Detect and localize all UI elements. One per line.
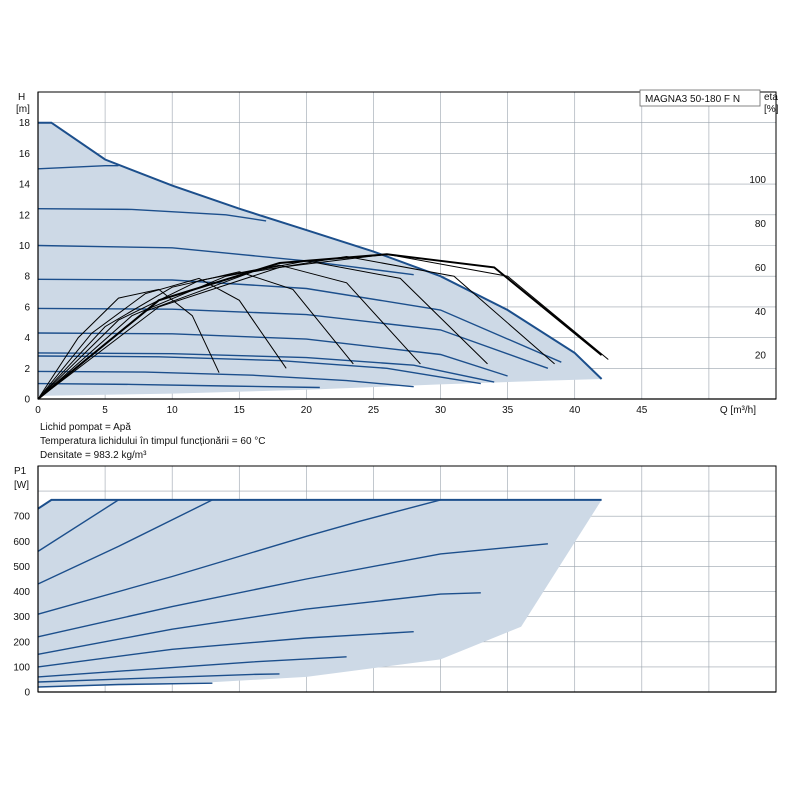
power-curve: [37, 673, 280, 683]
power-curve: [37, 656, 347, 678]
head-y-axis-unit: [m]: [16, 104, 30, 115]
power-y-tick-label: 400: [13, 587, 30, 598]
power-curve: [37, 592, 481, 655]
head-x-tick-label: 45: [636, 405, 648, 416]
efficiency-curve: [37, 260, 488, 400]
power-y-tick-label: 100: [13, 662, 30, 673]
head-y-tick-label: 0: [24, 395, 30, 406]
head-x-tick-label: 35: [502, 405, 514, 416]
head-y-tick-label: 8: [24, 272, 30, 283]
head-x-axis-label: Q [m³/h]: [720, 405, 756, 416]
density-note: Densitate = 983.2 kg/m³: [40, 450, 147, 461]
head-curve: [37, 278, 562, 363]
head-y-tick-label: 16: [19, 149, 31, 160]
head-x-tick-label: 15: [234, 405, 246, 416]
head-x-tick-label: 30: [435, 405, 447, 416]
power-y-tick-label: 500: [13, 562, 30, 573]
power-chart-panel: 0 100 200 300 400 500 600 700 P1 [W]: [13, 465, 777, 699]
efficiency-y-tick-label: 80: [755, 219, 767, 230]
head-curve: [37, 164, 119, 170]
head-curve: [37, 208, 267, 222]
head-max-curve: [38, 121, 603, 380]
fluid-note: Lichid pompat = Apă: [40, 422, 131, 433]
head-curve: [37, 370, 414, 388]
power-operating-area: [38, 499, 602, 687]
power-curve: [37, 499, 441, 615]
efficiency-axis-unit: [%]: [764, 104, 779, 115]
head-x-tick-label: 25: [368, 405, 380, 416]
power-curve: [37, 499, 119, 552]
power-y-tick-label: 200: [13, 637, 30, 648]
head-y-tick-label: 12: [19, 210, 31, 221]
head-curve: [37, 382, 320, 389]
head-y-tick-label: 10: [19, 241, 31, 252]
efficiency-y-tick-label: 20: [755, 351, 767, 362]
power-curve: [37, 682, 213, 688]
model-label-box: [639, 89, 761, 107]
efficiency-max-curve: [37, 253, 603, 400]
efficiency-y-tick-label: 40: [755, 307, 767, 318]
head-x-tick-label: 20: [301, 405, 313, 416]
head-curve: [37, 355, 481, 385]
power-y-tick-label: 700: [13, 512, 30, 523]
power-curve: [37, 543, 548, 638]
efficiency-curve: [37, 288, 220, 400]
head-y-tick-label: 6: [24, 302, 30, 313]
power-y-tick-label: 300: [13, 612, 30, 623]
head-x-tick-label: 10: [167, 405, 179, 416]
head-y-tick-label: 14: [19, 180, 31, 191]
head-curve: [37, 352, 495, 383]
power-max-curve: [37, 498, 602, 510]
head-x-tick-label: 0: [35, 405, 41, 416]
power-curve: [37, 631, 414, 668]
model-label: MAGNA3 50-180 F N: [645, 94, 740, 105]
head-y-tick-label: 4: [24, 333, 30, 344]
efficiency-curve: [37, 264, 421, 400]
head-y-axis-label: H: [18, 92, 25, 103]
head-curve: [37, 244, 414, 276]
efficiency-curve: [37, 253, 609, 400]
head-y-tick-label: 2: [24, 364, 30, 375]
temperature-note: Temperatura lichidului în timpul funcțio…: [40, 436, 266, 447]
power-y-tick-label: 0: [24, 688, 30, 699]
efficiency-curve: [37, 277, 287, 400]
efficiency-axis-label: eta: [764, 92, 778, 103]
power-y-axis-unit: [W]: [14, 480, 29, 491]
power-y-tick-label: 600: [13, 537, 30, 548]
efficiency-y-tick-label: 100: [749, 175, 766, 186]
head-curve: [37, 332, 508, 377]
efficiency-y-tick-label: 60: [755, 263, 767, 274]
power-curve: [37, 499, 213, 585]
head-x-tick-label: 40: [569, 405, 581, 416]
head-chart-panel: 0 2 4 6 8 10 12 14 16 18 20 40 60 80 100 0 5 10 15 20 25 30 35…: [16, 89, 779, 416]
head-x-tick-label: 5: [102, 405, 108, 416]
power-y-axis-label: P1: [14, 466, 27, 477]
head-y-tick-label: 18: [19, 118, 31, 129]
head-curve: [37, 307, 549, 369]
